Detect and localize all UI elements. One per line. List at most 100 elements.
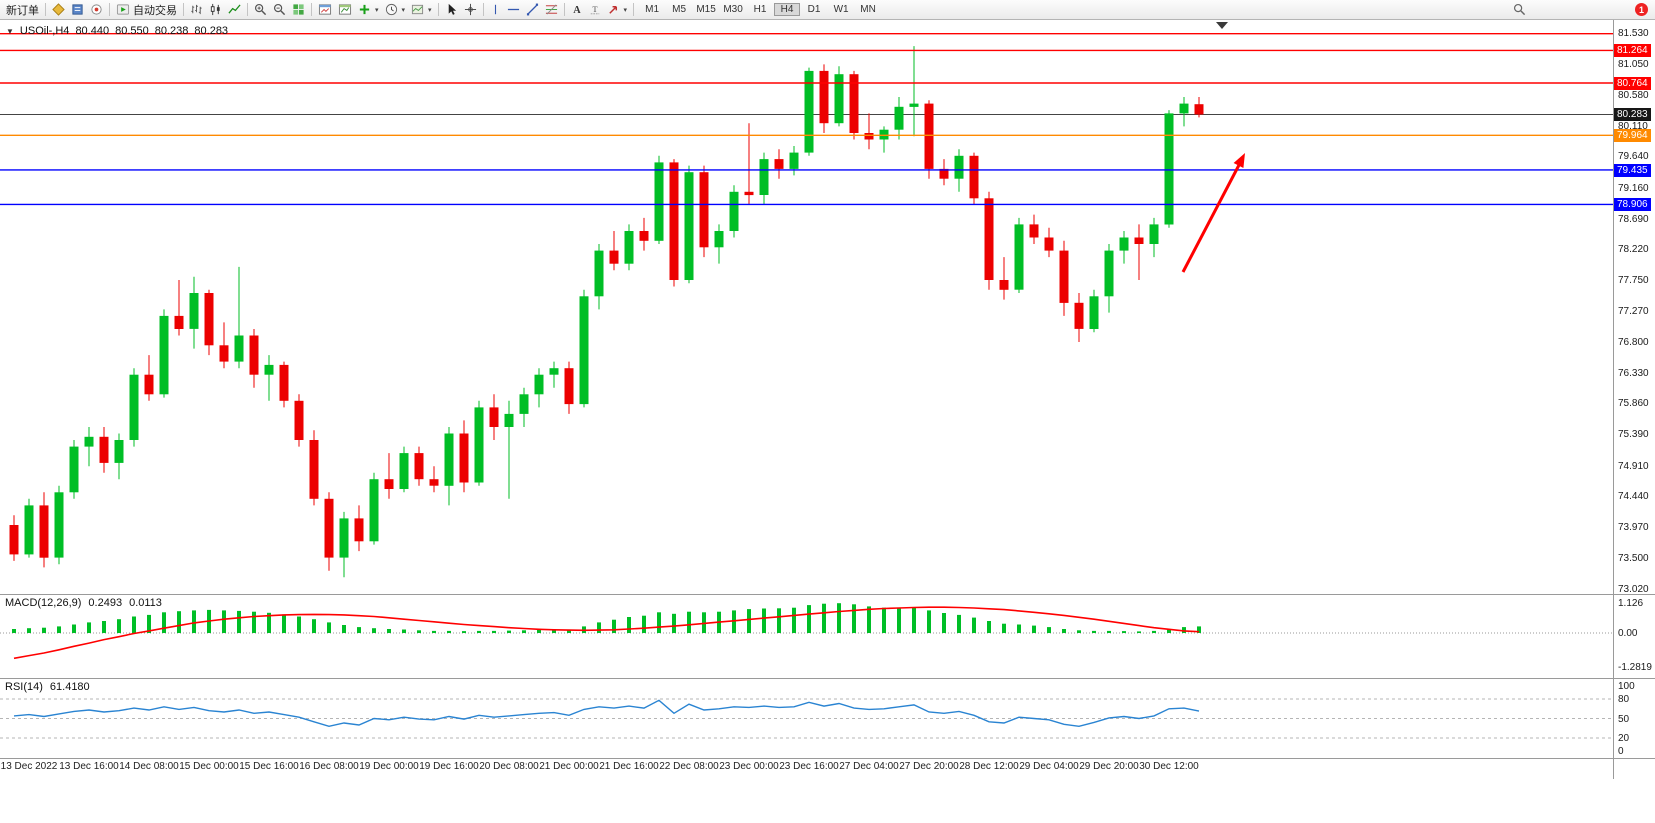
timeframe-toolbar: M1 M5 M15 M30 H1 H4 D1 W1 MN: [639, 3, 881, 16]
candlestick-chart-icon: [210, 3, 220, 16]
crosshair-tool-button[interactable]: [461, 1, 480, 18]
new-order-button[interactable]: 新订单: [3, 1, 42, 18]
crosshair-icon: [464, 3, 476, 16]
timeframe-button-w1[interactable]: W1: [833, 4, 849, 15]
svg-text:A: A: [573, 5, 581, 16]
notification-badge[interactable]: 1: [1635, 3, 1648, 16]
dropdown-caret-icon: ▾: [623, 6, 628, 14]
templates-button[interactable]: ▾: [408, 1, 435, 18]
price-axis-label: 73.500: [1618, 552, 1649, 564]
tile-windows-icon: [293, 4, 304, 15]
fibonacci-tool-button[interactable]: [542, 1, 561, 18]
chart-window-button[interactable]: [335, 1, 355, 18]
timeframe-button-h1[interactable]: H1: [753, 4, 767, 15]
ohlc-close: 80.283: [194, 25, 229, 37]
panel-separator: [0, 758, 1655, 759]
timeframe-button-mn[interactable]: MN: [860, 4, 876, 15]
macd-axis-label: -1.2819: [1618, 662, 1652, 674]
label-tool-button[interactable]: T: [586, 1, 604, 18]
horizontal-line-tool-button[interactable]: [504, 1, 523, 18]
price-axis-label: 77.270: [1618, 306, 1649, 318]
timeframe-button-h4[interactable]: H4: [774, 3, 801, 16]
indicator-window-button[interactable]: [315, 1, 335, 18]
clock-icon: [385, 3, 397, 16]
chart-shift-marker-icon[interactable]: [1216, 22, 1228, 29]
vertical-line-tool-button[interactable]: [487, 1, 504, 18]
periods-button[interactable]: ▾: [382, 1, 409, 18]
price-axis-label: 76.800: [1618, 337, 1649, 349]
time-axis-label: 15 Dec 00:00: [179, 761, 239, 772]
auto-trading-label: 自动交易: [133, 4, 177, 17]
price-level-tag: 78.906: [1614, 198, 1651, 212]
rsi-label: RSI(14) 61.4180: [5, 681, 90, 693]
trendline-icon: [526, 3, 538, 16]
macd-histogram: [12, 603, 1201, 633]
indicator-window-icon: [318, 4, 332, 15]
trendline-tool-button[interactable]: [523, 1, 542, 18]
macd-label: MACD(12,26,9) 0.2493 0.0113: [5, 597, 162, 609]
zoom-in-button[interactable]: [251, 1, 270, 18]
ohlc-high: 80.550: [115, 25, 149, 37]
price-axis-label: 75.860: [1618, 398, 1649, 410]
svg-text:T: T: [592, 4, 598, 14]
zoom-out-button[interactable]: [270, 1, 289, 18]
candles-group: [9, 46, 1204, 578]
macd-axis-label: 1.126: [1618, 598, 1644, 610]
price-scale-separator: [1613, 20, 1614, 779]
search-button[interactable]: [1510, 1, 1529, 18]
price-axis-label: 79.160: [1618, 182, 1649, 194]
time-axis-label: 27 Dec 20:00: [899, 761, 959, 772]
timeframe-button-m30[interactable]: M30: [723, 4, 743, 15]
price-axis-label: 76.330: [1618, 367, 1649, 379]
current-price-tag: 80.283: [1614, 108, 1651, 122]
price-level-tag: 81.264: [1614, 44, 1651, 58]
timeframe-button-m5[interactable]: M5: [672, 4, 687, 15]
macd-main-value: 0.2493: [88, 597, 123, 609]
add-indicator-button[interactable]: ▾: [355, 1, 382, 18]
macd-name: MACD(12,26,9): [5, 597, 82, 609]
navigator-button[interactable]: [87, 1, 106, 18]
panel-separator: [0, 594, 1655, 595]
time-axis-label: 15 Dec 16:00: [239, 761, 299, 772]
text-tool-icon: A: [573, 5, 581, 16]
vertical-line-icon: [494, 4, 496, 15]
toolbar-separator: [437, 3, 439, 16]
arrows-tool-button[interactable]: ▾: [604, 1, 631, 18]
tile-windows-button[interactable]: [289, 1, 308, 18]
time-axis-label: 27 Dec 04:00: [839, 761, 899, 772]
rsi-axis-label: 80: [1618, 694, 1630, 705]
toolbar-separator: [563, 3, 565, 16]
trend-arrow-annotation[interactable]: [1181, 153, 1245, 273]
price-axis-label: 73.020: [1618, 584, 1649, 595]
symbol-dropdown-icon[interactable]: ▼: [6, 26, 14, 36]
bar-chart-button[interactable]: [187, 1, 206, 18]
time-axis-label: 29 Dec 04:00: [1019, 761, 1079, 772]
candlestick-chart-button[interactable]: [206, 1, 225, 18]
rsi-value: 61.4180: [49, 681, 90, 693]
time-axis-label: 16 Dec 08:00: [299, 761, 359, 772]
auto-trading-icon: [116, 4, 130, 15]
data-window-button[interactable]: [68, 1, 87, 18]
price-axis-label: 74.440: [1618, 491, 1649, 503]
dropdown-caret-icon: ▾: [375, 6, 379, 14]
toolbar-separator: [183, 3, 184, 16]
main-price-chart[interactable]: [0, 20, 1613, 594]
price-axis-label: 79.640: [1618, 151, 1649, 163]
chart-window-icon: [338, 4, 352, 15]
timeframe-button-m15[interactable]: M15: [696, 4, 716, 15]
line-chart-button[interactable]: [225, 1, 244, 18]
time-axis-label: 23 Dec 16:00: [779, 761, 839, 772]
price-axis-label: 81.530: [1618, 28, 1649, 39]
macd-signal-line: [13, 606, 1200, 660]
timeframe-button-m1[interactable]: M1: [645, 4, 660, 15]
auto-trading-button[interactable]: 自动交易: [113, 1, 180, 18]
cursor-tool-button[interactable]: [442, 1, 461, 18]
timeframe-button-d1[interactable]: D1: [807, 4, 821, 15]
market-watch-button[interactable]: [49, 1, 68, 18]
bar-chart-icon: [191, 4, 202, 15]
dropdown-caret-icon: ▾: [401, 6, 406, 14]
chart-title: ▼ USOil-,H4 80.440 80.550 80.238 80.283: [6, 25, 228, 37]
text-tool-button[interactable]: A: [568, 1, 586, 18]
line-chart-icon: [228, 4, 241, 14]
